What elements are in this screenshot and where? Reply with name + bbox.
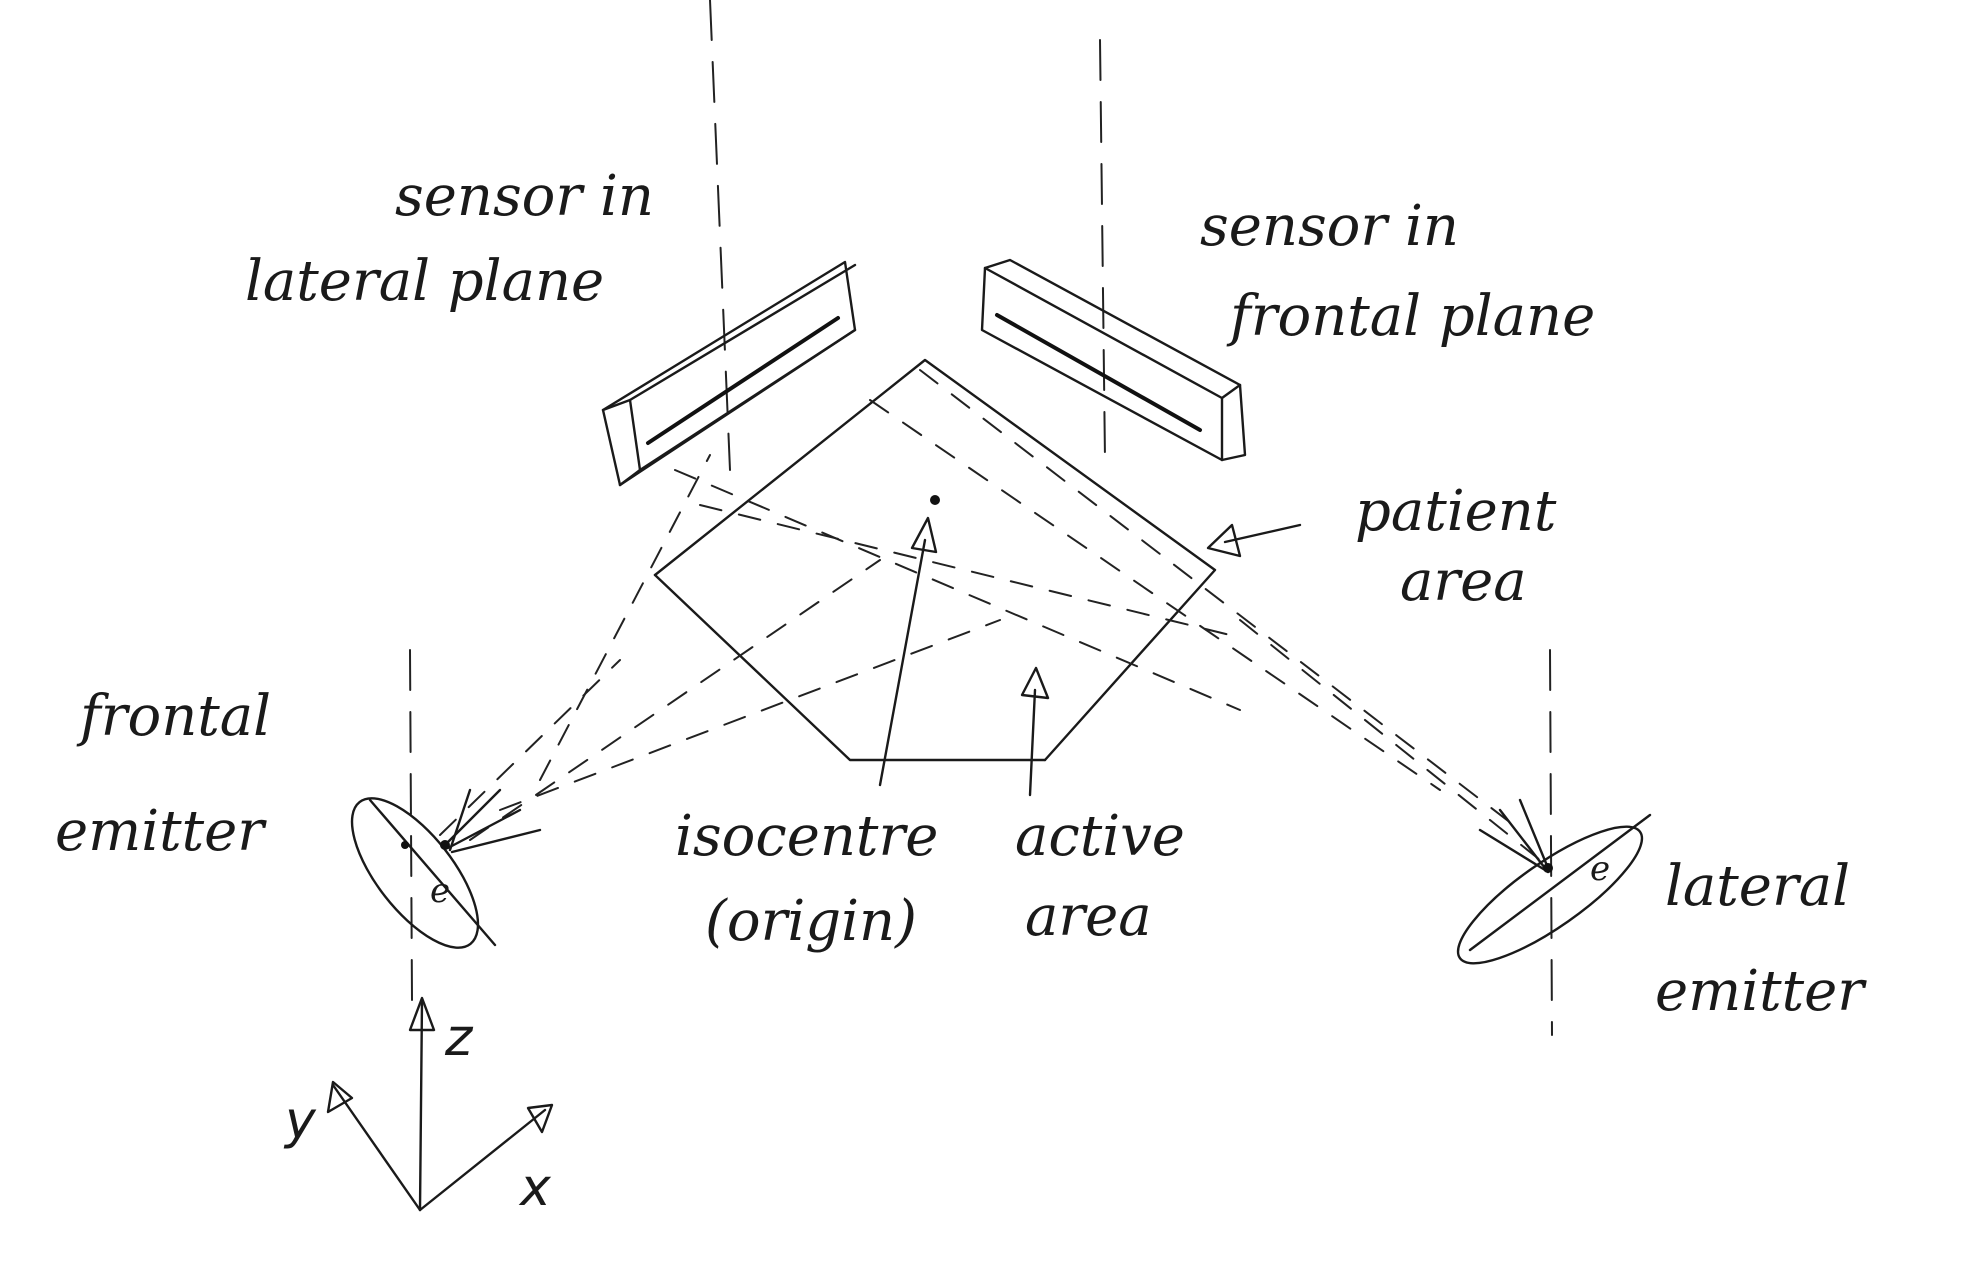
frontal-emitter: e — [350, 788, 542, 949]
frontal-sensor-vertical-line — [1099, 39, 1106, 461]
lateral-emitter: e — [1456, 798, 1652, 965]
lateral-emitter-label-line1: lateral — [1665, 854, 1850, 919]
sensor-frontal-label-line2: frontal plane — [1226, 284, 1595, 349]
frontal-emitter-glyph: e — [430, 871, 450, 911]
lateral-emitter-vertical-line — [1549, 649, 1553, 1036]
lateral-emitter-label-line2: emitter — [1655, 959, 1867, 1024]
isocentre-arrow — [878, 516, 938, 787]
patient-area-label-line1: patient — [1355, 479, 1557, 544]
z-axis-label: z — [444, 1008, 474, 1068]
frontal-emitter-vertical-line — [409, 649, 413, 1001]
lateral-beam-lines — [674, 369, 1541, 861]
patient-area-outline — [653, 358, 1217, 762]
x-axis-arrowhead — [526, 1103, 554, 1134]
y-axis-label: y — [283, 1091, 317, 1151]
lateral-emitter-glyph: e — [1590, 849, 1610, 889]
active-area-label-line2: area — [1025, 884, 1152, 949]
isocentre-label-line2: (origin) — [705, 889, 917, 954]
isocentre-label-line1: isocentre — [675, 804, 938, 869]
lateral-sensor — [601, 260, 857, 487]
frontal-sensor — [980, 258, 1247, 462]
z-axis-arrowhead — [408, 996, 436, 1032]
x-axis-line — [418, 1108, 547, 1212]
axis-triad: z y x — [283, 996, 554, 1218]
sensor-lateral-label-line2: lateral plane — [245, 249, 604, 314]
sensor-lateral-label-line1: sensor in — [395, 164, 654, 229]
y-axis-arrowhead — [326, 1080, 354, 1114]
x-axis-label: x — [518, 1158, 552, 1218]
z-axis-line — [418, 998, 424, 1212]
sensor-frontal-label-line1: sensor in — [1200, 194, 1459, 259]
y-axis-line — [331, 1083, 422, 1212]
frontal-beam-lines — [439, 454, 1001, 841]
patient-area-label-line2: area — [1400, 549, 1527, 614]
frontal-emitter-label-line2: emitter — [55, 799, 267, 864]
patient-area-arrow — [1206, 523, 1302, 558]
active-area-outline — [653, 573, 1047, 762]
active-area-arrow — [1020, 666, 1050, 797]
frontal-emitter-label-line1: frontal — [76, 684, 271, 749]
active-area-label-line1: active — [1015, 804, 1185, 869]
isocentre-point — [930, 495, 940, 505]
